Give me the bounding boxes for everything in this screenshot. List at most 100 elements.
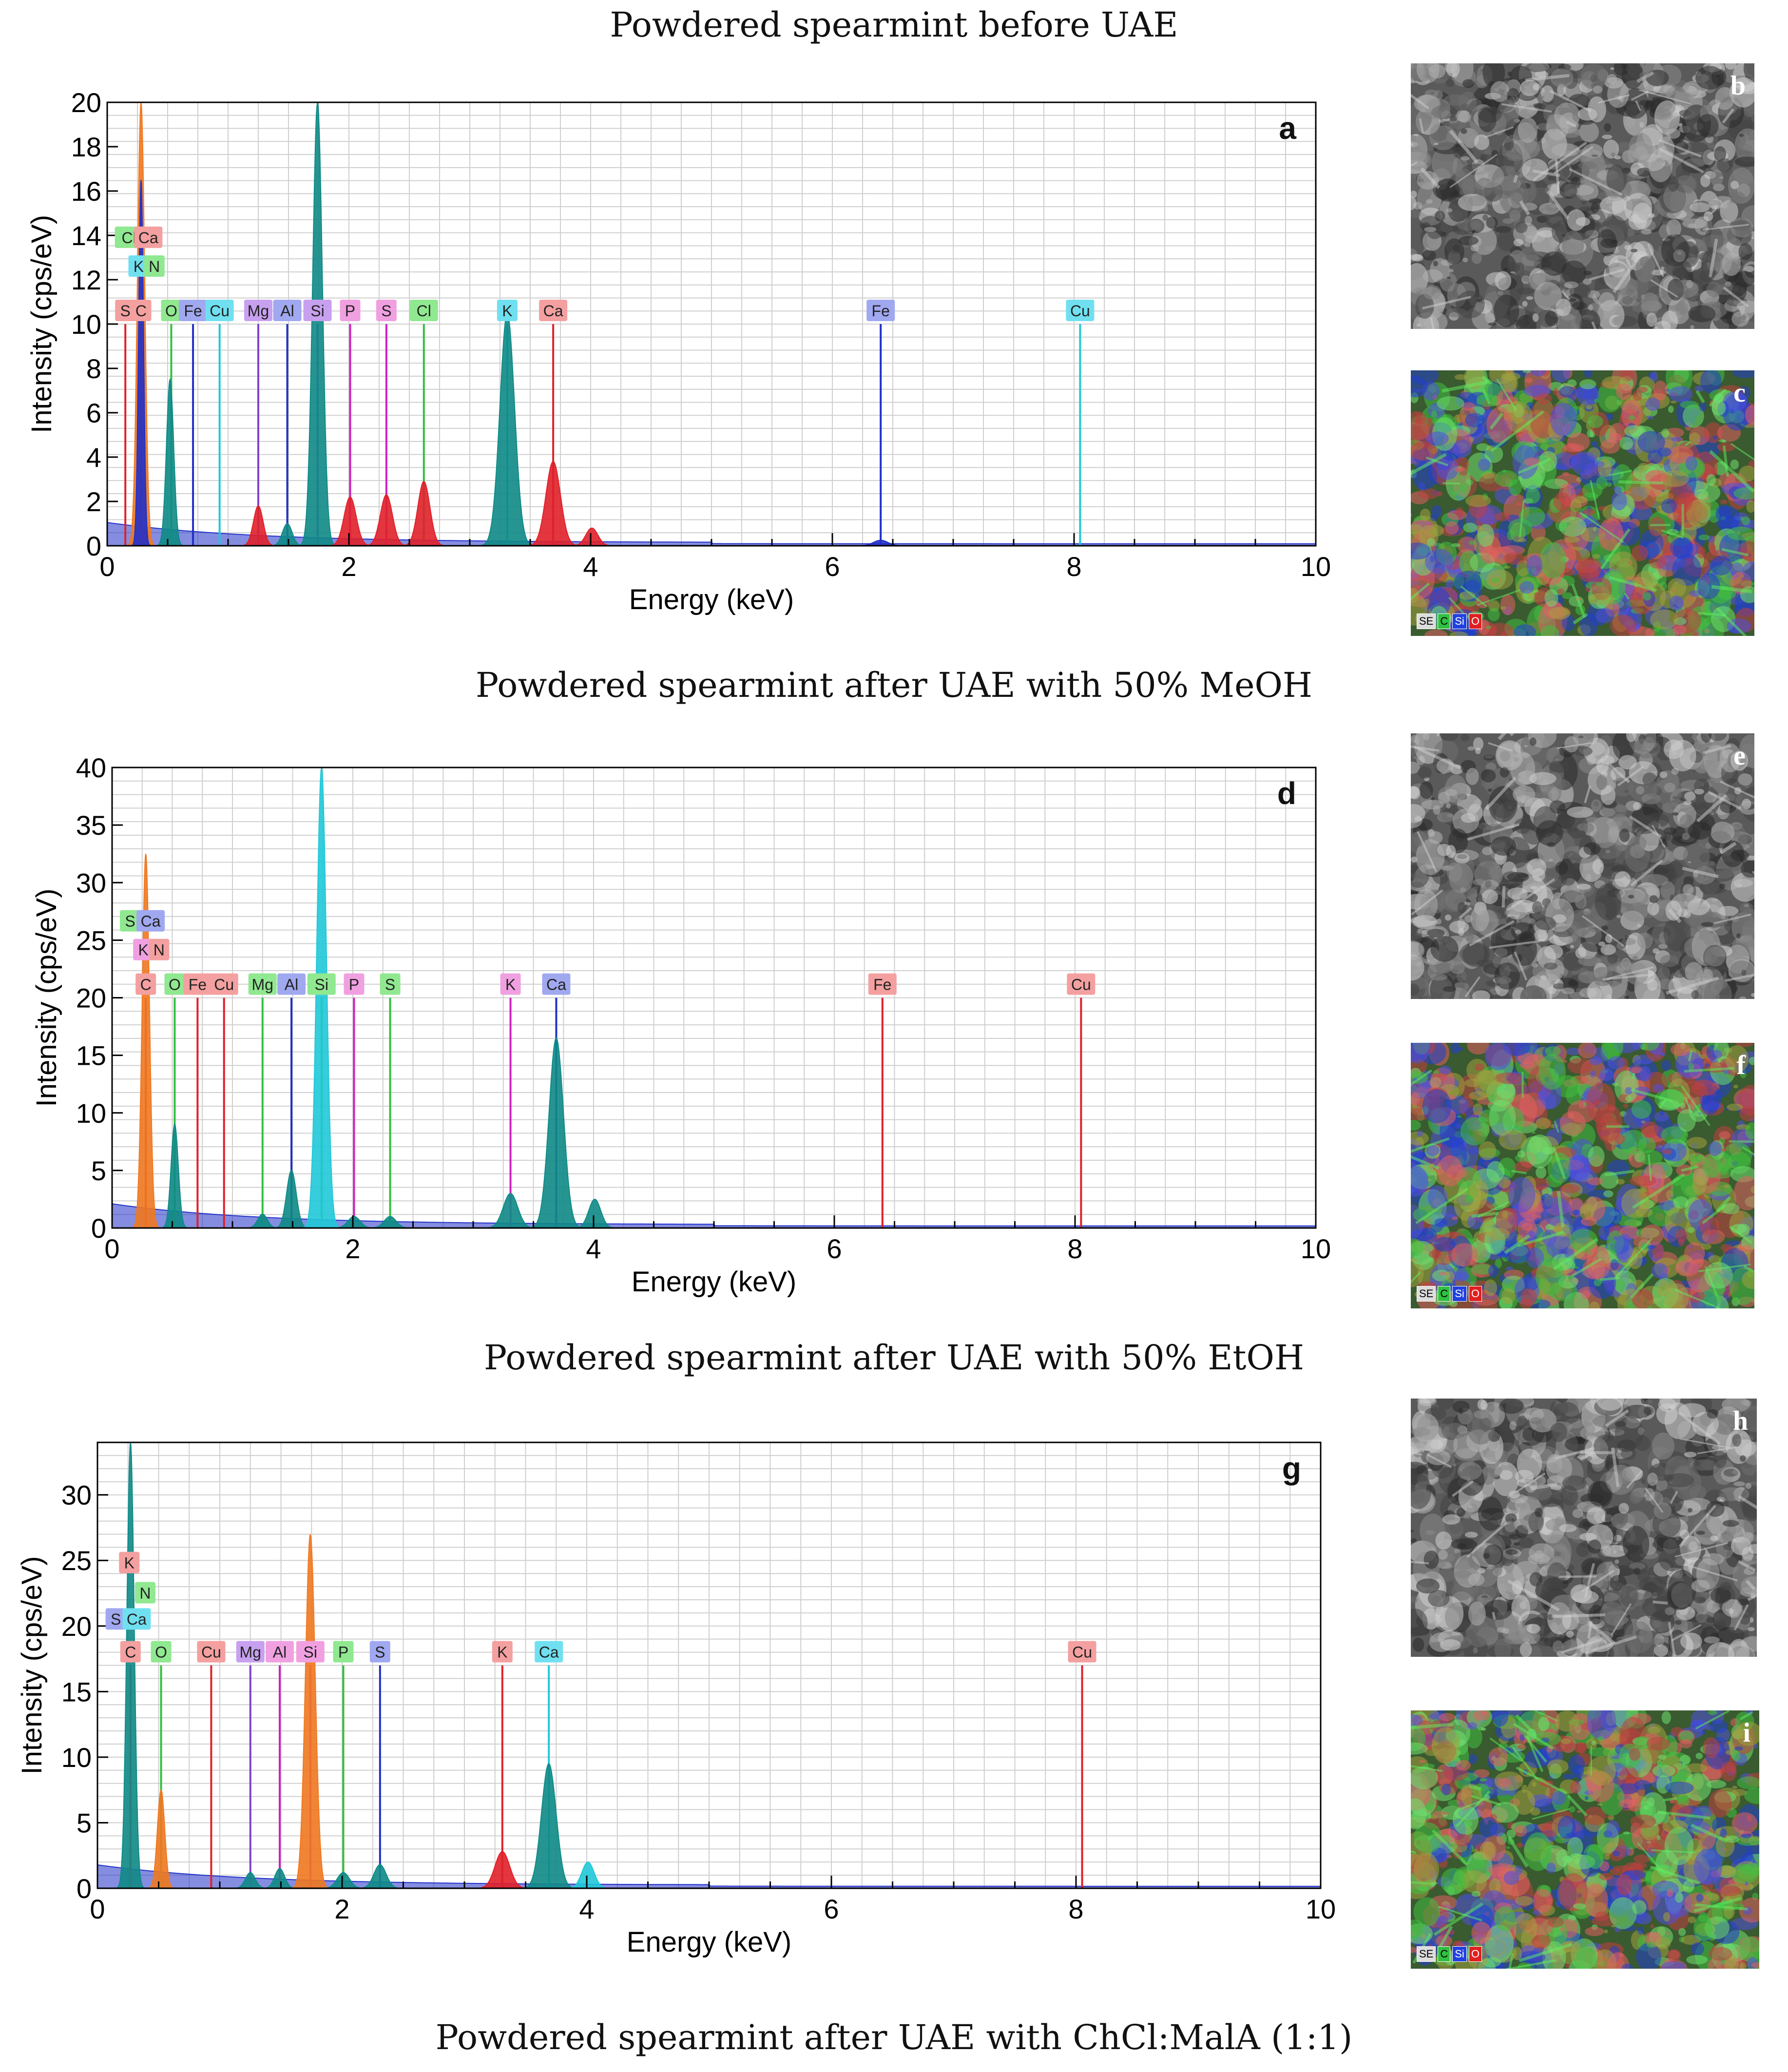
grid <box>97 1442 1321 1889</box>
particle <box>1411 141 1418 148</box>
fiber <box>1681 1165 1699 1172</box>
peak-0.52 <box>155 378 185 546</box>
particle <box>1566 1047 1581 1055</box>
element-label-ca: Ca <box>138 229 158 247</box>
particle <box>1667 578 1687 597</box>
element-label-al: Al <box>280 302 294 320</box>
particle <box>1679 110 1692 116</box>
fiber <box>1612 253 1642 293</box>
element-labels: S C O Fe Cu Mg Al Si P S Cl K Ca Fe CuK NCl Ca <box>115 226 1095 321</box>
particle <box>1633 741 1642 751</box>
y-axis-label: Intensity (cps/eV) <box>31 888 62 1107</box>
particle <box>1691 1079 1717 1096</box>
particle <box>1592 154 1598 157</box>
particle <box>1587 96 1606 123</box>
peak-2.31 <box>362 494 411 546</box>
particle <box>1741 577 1746 580</box>
particle <box>1603 1190 1614 1198</box>
particle <box>1430 797 1435 801</box>
particle <box>1530 885 1538 889</box>
label-box-mg <box>248 973 277 995</box>
particle <box>1678 123 1683 127</box>
title-row3: Powdered spearmint after UAE with 50% Et… <box>483 1338 1304 1378</box>
particle <box>1497 291 1503 295</box>
y-tick-label: 12 <box>71 265 101 295</box>
eds-map-c: c SE C Si O <box>1411 370 1754 636</box>
particle <box>1694 385 1704 392</box>
particle <box>1610 67 1615 70</box>
particle <box>1519 79 1539 96</box>
label-box-o <box>164 973 185 995</box>
particle <box>1664 1283 1689 1308</box>
particle <box>1445 521 1459 535</box>
particle <box>1610 782 1616 790</box>
fiber <box>1704 1266 1718 1296</box>
fiber <box>1608 469 1633 477</box>
particle <box>1455 507 1464 518</box>
label-box-fe <box>866 300 895 321</box>
element-label-p: P <box>349 976 359 994</box>
fiber <box>1411 1137 1450 1153</box>
y-tick-label: 0 <box>77 1873 92 1904</box>
particle <box>1638 1043 1659 1051</box>
particle <box>1561 820 1566 826</box>
particle <box>1460 733 1470 742</box>
label-box-c <box>120 1641 141 1663</box>
particle <box>1673 249 1686 263</box>
fiber <box>1719 842 1737 855</box>
particle <box>1722 227 1734 243</box>
particle <box>1566 827 1578 832</box>
label-box-cu <box>1066 300 1095 321</box>
particle <box>1467 746 1475 751</box>
fiber <box>1659 139 1702 158</box>
fiber <box>1411 94 1430 110</box>
element-label-cu: Cu <box>201 1644 221 1661</box>
particle <box>1637 431 1665 454</box>
particle <box>1500 1433 1515 1452</box>
particle <box>1520 985 1547 999</box>
particle <box>1730 750 1749 771</box>
particle <box>1507 887 1528 900</box>
particle <box>1561 987 1575 994</box>
label-box-k <box>119 1552 140 1573</box>
particle <box>1742 1405 1757 1432</box>
particle <box>1411 150 1432 171</box>
particle <box>1632 815 1659 834</box>
particle <box>1412 1637 1424 1652</box>
particle <box>1445 788 1458 796</box>
label-box-cu <box>210 973 238 995</box>
particle <box>1499 1130 1527 1151</box>
fiber <box>1715 1196 1731 1213</box>
particle <box>1635 1207 1653 1218</box>
particle <box>1751 993 1754 997</box>
particle <box>1486 1161 1505 1183</box>
particle <box>1629 133 1653 163</box>
particle <box>1730 181 1739 190</box>
element-label-s: S <box>385 976 395 994</box>
fiber <box>1698 1264 1751 1272</box>
fiber <box>1617 766 1644 787</box>
particle <box>1707 199 1720 206</box>
particle <box>1414 816 1422 822</box>
particle <box>1411 742 1418 756</box>
fiber <box>1648 1154 1652 1181</box>
particle <box>1495 512 1510 521</box>
fiber <box>1606 762 1631 784</box>
particle <box>1626 733 1636 742</box>
particle <box>1593 554 1600 559</box>
fiber <box>1569 168 1623 196</box>
particle <box>1616 745 1626 751</box>
particle <box>1454 374 1467 380</box>
particle <box>1425 98 1451 119</box>
particle <box>1692 1435 1704 1447</box>
particle <box>1699 402 1707 412</box>
particle <box>1625 1095 1632 1102</box>
particle <box>1461 128 1467 134</box>
particle <box>1664 827 1677 835</box>
fiber <box>1589 268 1625 281</box>
particle <box>1519 581 1534 594</box>
label-box-ca <box>136 910 165 932</box>
particle <box>1577 1043 1596 1059</box>
label-box-n <box>149 939 170 960</box>
particle <box>1494 1072 1523 1084</box>
